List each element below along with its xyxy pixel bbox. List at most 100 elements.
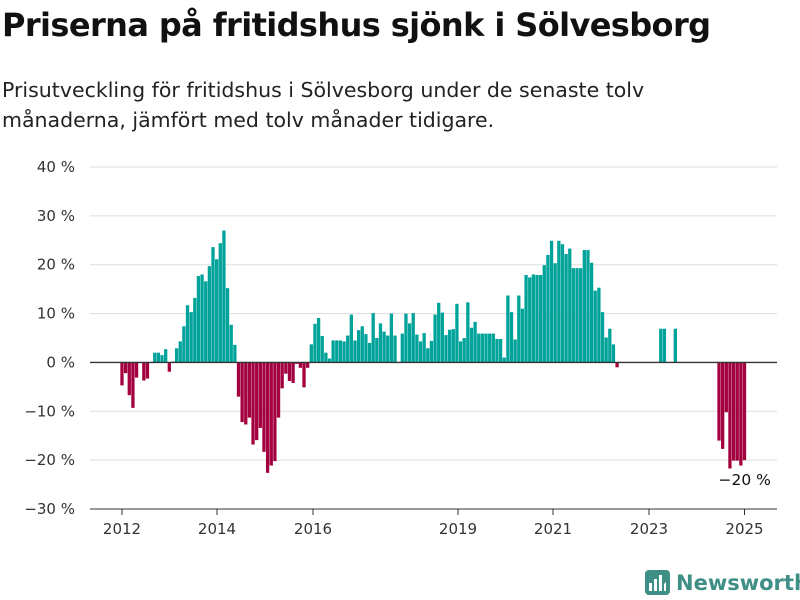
bar [338, 340, 343, 363]
y-tick-label: −30 % [24, 500, 75, 518]
bar [611, 344, 616, 363]
bar [193, 297, 197, 363]
bar [564, 253, 568, 363]
bar [306, 362, 310, 368]
bar [214, 259, 219, 363]
bar [189, 312, 193, 363]
bar [134, 362, 139, 378]
bar [440, 312, 445, 363]
bar [437, 302, 441, 363]
bar [375, 338, 379, 363]
bar [225, 288, 230, 363]
bar [295, 362, 299, 364]
bar [378, 323, 383, 363]
bar [673, 328, 677, 363]
bar [255, 362, 259, 441]
bar [615, 362, 619, 368]
bar [582, 250, 586, 363]
bar [742, 362, 747, 461]
bar [717, 362, 721, 441]
x-tick-label: 2021 [534, 520, 572, 538]
bar [429, 340, 434, 363]
bar [535, 274, 539, 363]
bar [302, 362, 306, 388]
bar [473, 321, 477, 363]
bar [571, 268, 576, 363]
bar [506, 295, 510, 363]
bar [597, 287, 601, 363]
bar [276, 362, 281, 418]
bar [247, 362, 252, 418]
x-tick-label: 2019 [439, 520, 477, 538]
bar [662, 328, 667, 363]
bar [142, 362, 146, 381]
bar [273, 362, 277, 462]
bar [386, 335, 390, 363]
y-tick-label: 10 % [37, 305, 75, 323]
bar [324, 352, 328, 363]
bar [600, 312, 605, 363]
bar [466, 302, 470, 363]
bar [389, 313, 394, 363]
bar [120, 362, 124, 386]
bar [447, 329, 452, 363]
bar [731, 362, 736, 461]
bar [426, 348, 430, 363]
bar [418, 341, 423, 363]
bar [262, 362, 266, 452]
bar [123, 362, 128, 374]
bar [349, 314, 353, 363]
bar [298, 362, 303, 368]
bar [462, 338, 466, 363]
bar [258, 362, 262, 428]
bar [735, 362, 739, 461]
bar [589, 262, 594, 363]
bar [528, 277, 532, 363]
bar [477, 333, 481, 363]
bar [484, 333, 488, 363]
bar [182, 326, 186, 363]
bar [327, 358, 332, 363]
brand-logo: Newsworthy [645, 570, 800, 595]
y-tick-label: 0 % [46, 353, 75, 371]
bar [200, 274, 204, 363]
bar [335, 340, 339, 363]
bar [542, 265, 546, 363]
bar [280, 362, 284, 389]
bar [309, 344, 313, 363]
bar [557, 240, 561, 363]
bar [724, 362, 728, 413]
bar [546, 254, 550, 363]
bar [156, 352, 161, 363]
bar [422, 333, 426, 363]
bar [222, 230, 226, 363]
bar [407, 323, 412, 363]
bar [353, 340, 357, 363]
bar [269, 362, 273, 466]
bar [346, 335, 350, 363]
bar [458, 341, 463, 363]
bar [316, 317, 321, 363]
bar [265, 362, 270, 473]
bar [331, 340, 335, 363]
bar [604, 337, 608, 363]
x-tick-label: 2023 [630, 520, 668, 538]
bar [560, 244, 565, 363]
bar [164, 349, 168, 363]
bar [520, 308, 525, 363]
y-tick-label: 40 % [37, 158, 75, 176]
bar [153, 352, 157, 363]
bar [127, 362, 131, 396]
bar [229, 324, 233, 363]
bar [488, 333, 492, 363]
bar [356, 330, 361, 363]
bar [284, 362, 288, 374]
bar [433, 314, 437, 363]
bar [659, 328, 663, 363]
bar [371, 313, 375, 363]
brand-name: Newsworthy [676, 570, 800, 595]
chart-subtitle: Prisutveckling för fritidshus i Sölvesbo… [2, 78, 645, 132]
bar [400, 333, 404, 363]
bar [211, 247, 215, 363]
bar [291, 362, 295, 383]
